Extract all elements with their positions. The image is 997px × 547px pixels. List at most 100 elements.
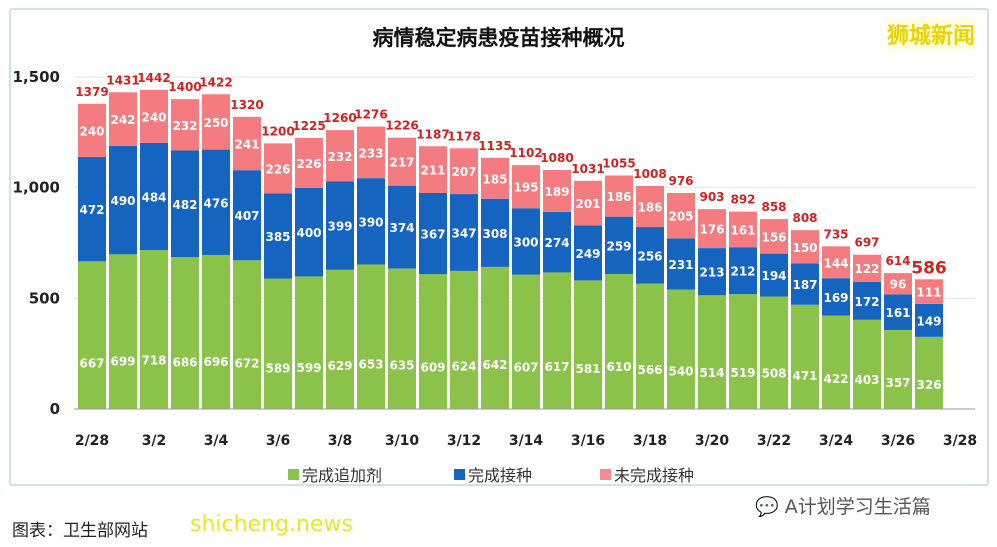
x-tick-label: 3/16 <box>571 433 605 449</box>
total-label: 1276 <box>354 108 387 122</box>
bar-segment-1 <box>791 304 819 409</box>
data-label: 122 <box>854 262 879 276</box>
data-label: 367 <box>420 228 445 242</box>
y-tick-label: 1,000 <box>13 179 60 197</box>
data-label: 144 <box>823 256 848 270</box>
bar-segment-3 <box>574 180 602 226</box>
bar-segment-1 <box>822 315 850 409</box>
data-label: 326 <box>916 378 941 392</box>
bar-segment-1 <box>760 296 788 409</box>
data-label: 472 <box>79 203 104 217</box>
data-label: 407 <box>234 209 259 223</box>
data-label: 176 <box>699 223 724 237</box>
chart-frame <box>9 8 989 486</box>
data-label: 308 <box>482 227 507 241</box>
bar-segment-1 <box>512 274 540 409</box>
total-label: 1200 <box>261 124 294 138</box>
data-label: 400 <box>296 226 321 240</box>
data-label: 186 <box>606 190 631 204</box>
data-label: 201 <box>575 197 600 211</box>
data-label: 617 <box>544 360 569 374</box>
bar-segment-1 <box>233 260 261 409</box>
data-label: 607 <box>513 360 538 374</box>
bar-segment-3 <box>481 157 509 199</box>
total-label: 614 <box>885 254 910 268</box>
y-tick-label: 0 <box>50 400 60 418</box>
bar-segment-3 <box>543 169 571 212</box>
data-label: 589 <box>265 361 290 375</box>
data-label: 519 <box>730 366 755 380</box>
bar-segment-3 <box>791 230 819 264</box>
bar-segment-2 <box>915 303 943 337</box>
bar-segment-1 <box>481 266 509 409</box>
data-label: 240 <box>79 124 104 138</box>
bar-segment-2 <box>109 145 137 255</box>
data-label: 581 <box>575 362 600 376</box>
total-label: 586 <box>911 258 947 278</box>
x-tick-label: 3/14 <box>509 433 544 449</box>
bar-segment-3 <box>388 137 416 186</box>
data-label: 96 <box>890 278 907 292</box>
bar-segment-3 <box>915 279 943 304</box>
bar-segment-3 <box>512 165 540 209</box>
data-label: 508 <box>761 367 786 381</box>
data-label: 653 <box>358 358 383 372</box>
data-label: 471 <box>792 369 817 383</box>
total-label: 1226 <box>385 119 418 133</box>
data-label: 240 <box>141 110 166 124</box>
data-label: 476 <box>203 196 228 210</box>
bar-segment-1 <box>450 270 478 409</box>
bar-segment-2 <box>884 294 912 330</box>
wechat-account-label: 💬 A计划学习生活篇 <box>755 496 931 518</box>
total-label: 735 <box>823 227 848 241</box>
bar-segment-3 <box>233 116 261 171</box>
bar-segment-1 <box>636 283 664 409</box>
bar-segment-1 <box>884 329 912 409</box>
bar-segment-3 <box>419 146 447 193</box>
bar-segment-2 <box>605 216 633 274</box>
data-label: 422 <box>823 372 848 386</box>
bar-segment-1 <box>109 254 137 409</box>
data-label: 667 <box>79 357 104 371</box>
data-label: 599 <box>296 361 321 375</box>
bar-segment-2 <box>450 194 478 271</box>
bar-segment-2 <box>264 193 292 279</box>
total-label: 1379 <box>75 85 108 99</box>
data-label: 232 <box>327 150 352 164</box>
x-tick-label: 2/28 <box>75 433 109 449</box>
total-label: 1135 <box>478 139 511 153</box>
bar-segment-3 <box>171 99 199 151</box>
data-label: 385 <box>265 230 290 244</box>
total-label: 1055 <box>602 156 635 170</box>
data-label: 347 <box>451 226 476 240</box>
bar-segment-2 <box>78 156 106 262</box>
bar-segment-3 <box>822 246 850 279</box>
bar-segment-2 <box>636 227 664 284</box>
bar-segment-3 <box>884 273 912 295</box>
x-tick-label: 3/12 <box>447 433 481 449</box>
bar-segment-1 <box>605 273 633 409</box>
total-label: 1320 <box>230 98 263 112</box>
data-label: 686 <box>172 355 197 369</box>
data-label: 217 <box>389 156 414 170</box>
total-label: 1031 <box>571 162 604 176</box>
bar-segment-3 <box>605 175 633 217</box>
x-tick-label: 3/8 <box>328 433 353 449</box>
data-label: 226 <box>265 162 290 176</box>
data-label: 211 <box>420 164 445 178</box>
bar-segment-3 <box>78 103 106 157</box>
legend-item-complete: 完成接种 <box>454 462 532 486</box>
total-label: 1422 <box>199 75 232 89</box>
data-label: 672 <box>234 356 259 370</box>
bar-segment-2 <box>388 185 416 269</box>
data-label: 186 <box>637 200 662 214</box>
bar-segment-1 <box>78 261 106 409</box>
data-label: 213 <box>699 266 724 280</box>
total-label: 808 <box>792 211 817 225</box>
bar-segment-3 <box>450 148 478 195</box>
data-label: 185 <box>482 172 507 186</box>
data-label: 718 <box>141 354 166 368</box>
bar-segment-2 <box>729 247 757 295</box>
data-label: 161 <box>730 223 755 237</box>
data-label: 242 <box>110 113 135 127</box>
